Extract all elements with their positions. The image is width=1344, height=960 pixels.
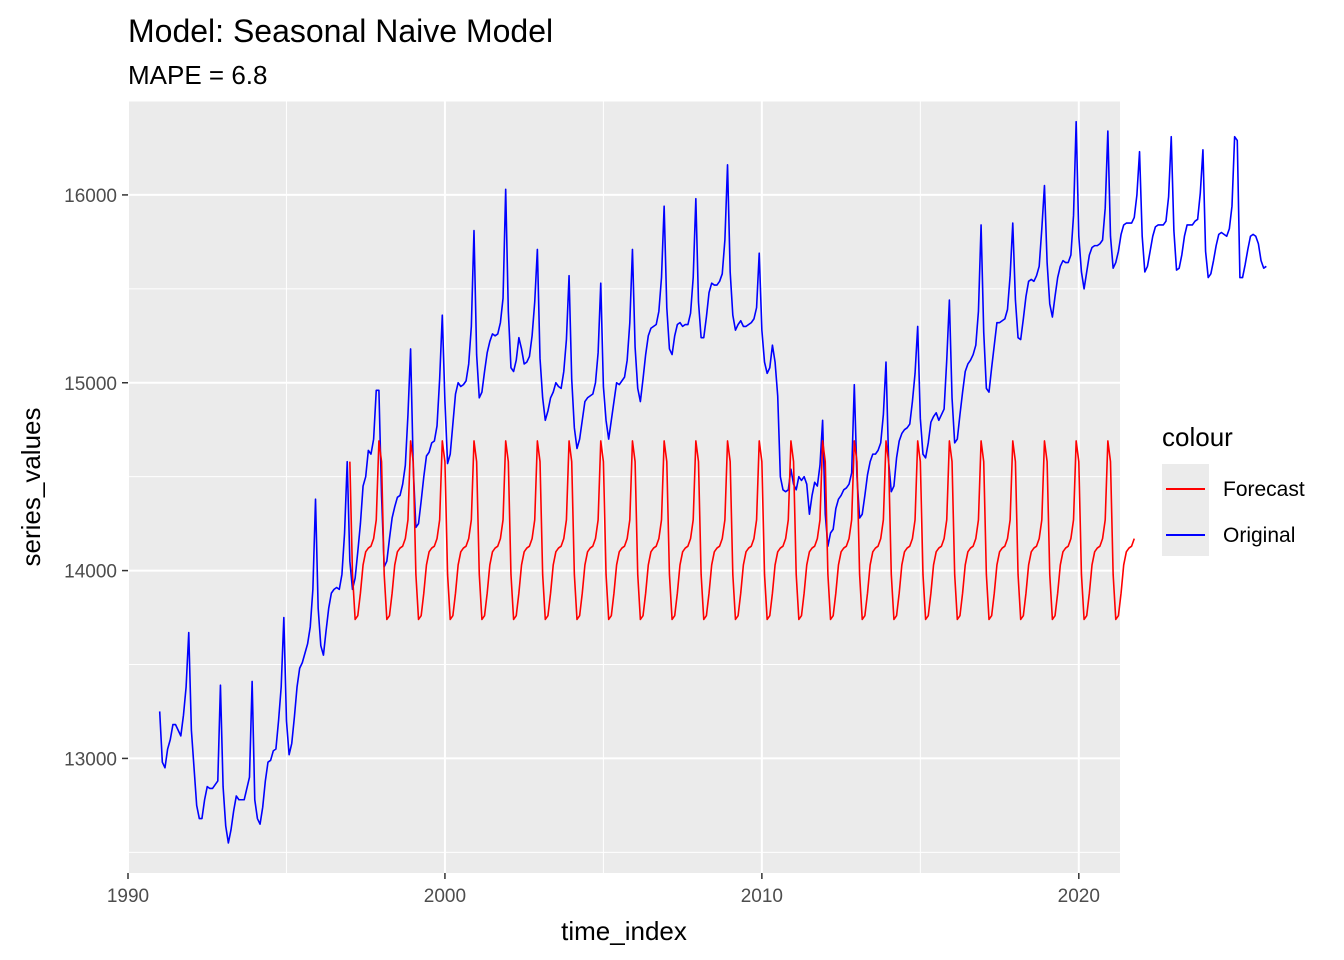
x-tick-label: 2000 [424, 886, 466, 907]
legend-title: colour [1162, 422, 1233, 452]
x-tick-label: 1990 [107, 886, 149, 907]
x-axis: 1990 2000 2010 2020 [107, 873, 1100, 907]
y-tick-label: 14000 [64, 562, 117, 583]
minor-gridlines [128, 100, 1120, 873]
x-tick-label: 2020 [1058, 886, 1100, 907]
legend-key-background [1162, 464, 1209, 556]
chart-subtitle: MAPE = 6.8 [128, 60, 267, 90]
y-axis-title: series_values [16, 408, 46, 567]
series-line-forecast [349, 440, 1136, 621]
x-tick-label: 2010 [741, 886, 783, 907]
x-axis-title: time_index [561, 916, 687, 946]
y-tick-label: 15000 [64, 374, 117, 395]
plot-panel [128, 101, 1120, 873]
y-tick-label: 16000 [64, 186, 117, 207]
y-axis: 13000 14000 15000 16000 [64, 186, 128, 770]
legend-label-original: Original [1223, 524, 1295, 547]
legend-label-forecast: Forecast [1223, 478, 1305, 501]
series-line-original [158, 120, 1267, 844]
chart-title: Model: Seasonal Naive Model [128, 13, 553, 49]
series-layer [158, 120, 1267, 844]
legend: colour Forecast Original [1162, 422, 1305, 556]
y-tick-label: 13000 [64, 749, 117, 770]
